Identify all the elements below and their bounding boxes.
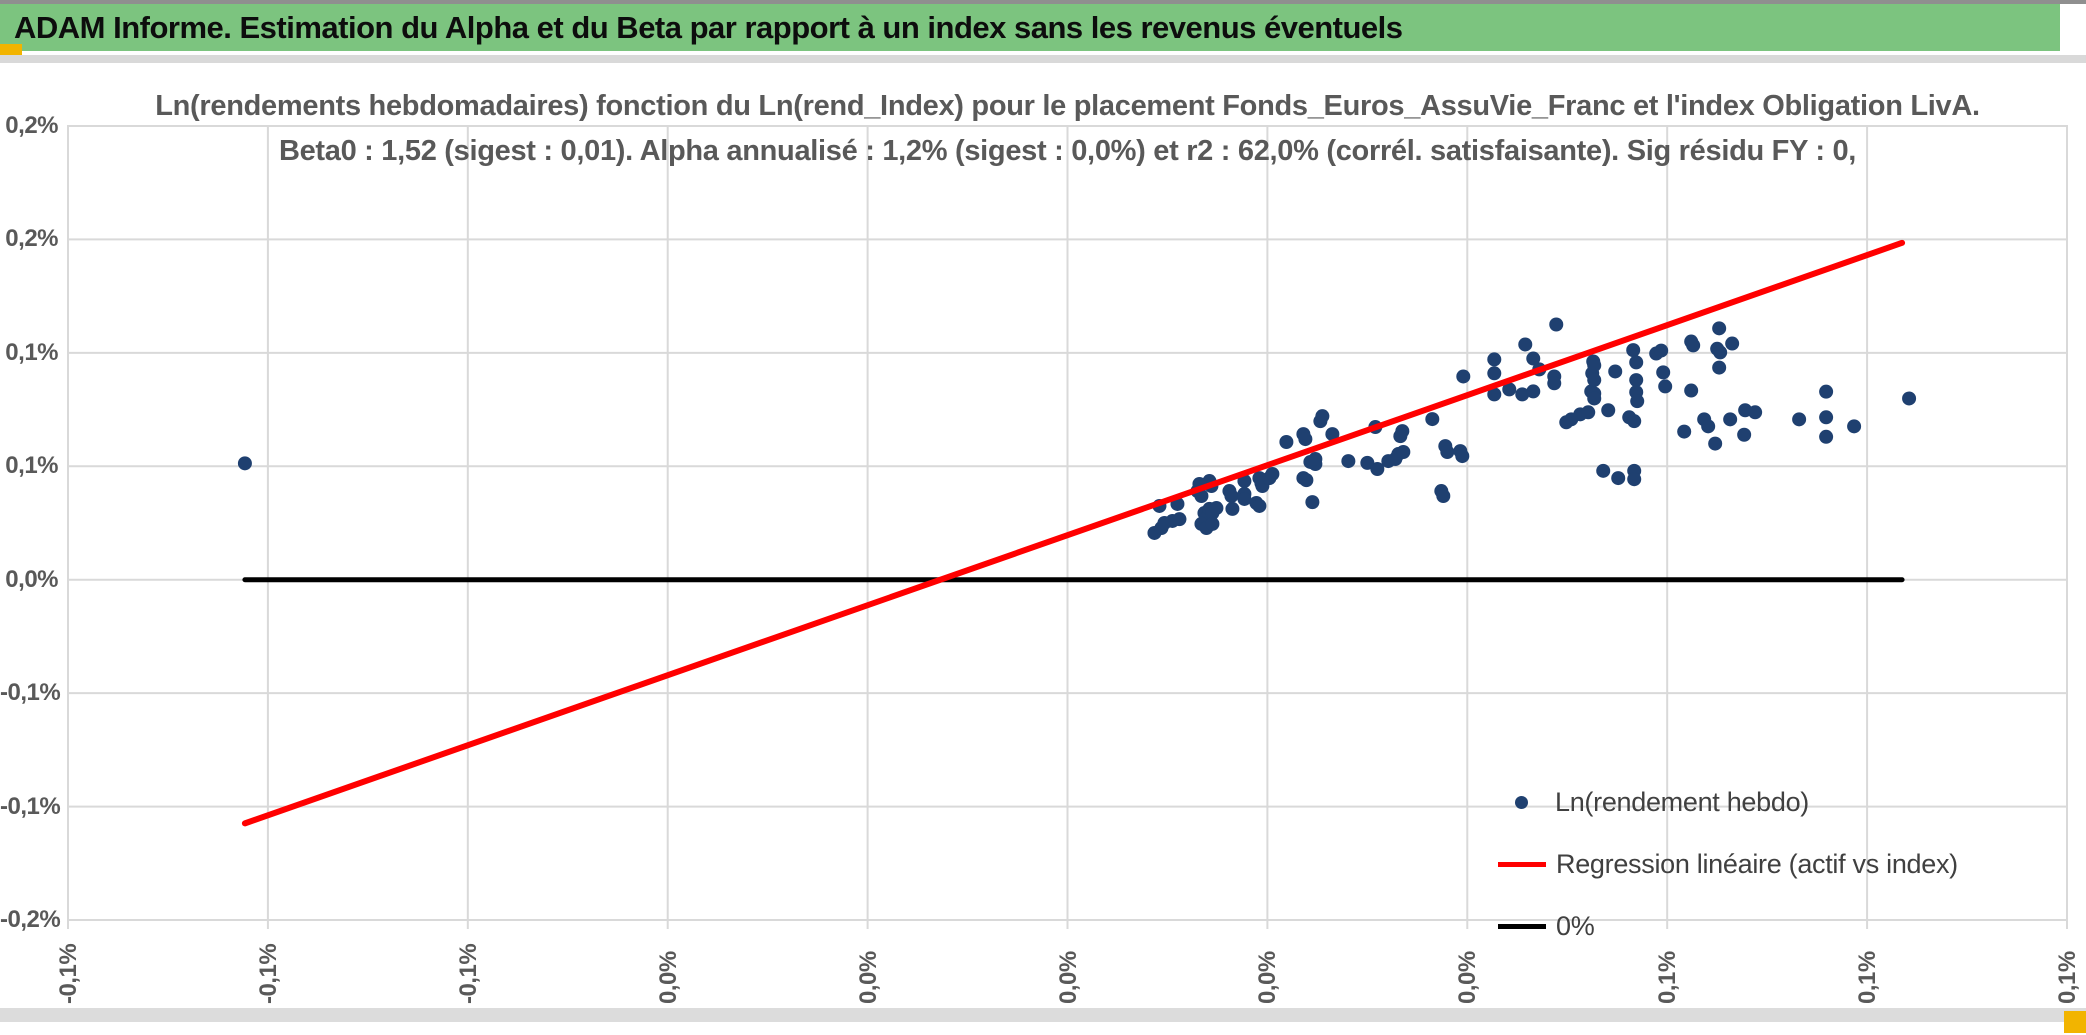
legend-label: 0% bbox=[1556, 911, 1595, 941]
y-tick-label: -0,1% bbox=[0, 679, 61, 707]
x-tick-label: 0,1% bbox=[2054, 951, 2081, 1004]
bottom-edge-stripe bbox=[0, 1008, 2086, 1022]
chart-canvas[interactable] bbox=[0, 63, 2086, 1008]
y-tick-label: -0,2% bbox=[0, 906, 61, 933]
x-tick-label: 0,1% bbox=[1654, 951, 1682, 1004]
window-edge-stripe bbox=[0, 55, 2086, 63]
zero-line-icon bbox=[1498, 924, 1546, 929]
header-bar: ADAM Informe. Estimation du Alpha et du … bbox=[0, 4, 2060, 51]
y-tick-label: 0,2% bbox=[5, 225, 58, 253]
legend-label: Ln(rendement hebdo) bbox=[1555, 787, 1809, 817]
x-tick-label: -0,1% bbox=[254, 943, 282, 1004]
page-title: ADAM Informe. Estimation du Alpha et du … bbox=[14, 9, 1403, 45]
y-tick-label: 0,2% bbox=[5, 112, 58, 139]
x-tick-label: 0,0% bbox=[1054, 951, 1082, 1004]
chart-title-line2: Beta0 : 1,52 (sigest : 0,01). Alpha annu… bbox=[278, 135, 1857, 167]
x-tick-label: 0,0% bbox=[1254, 951, 1282, 1004]
regression-line-icon bbox=[1498, 862, 1546, 867]
legend-item-zero[interactable]: 0% bbox=[1498, 911, 1595, 942]
chart-title-line1: Ln(rendements hebdomadaires) fonction du… bbox=[155, 90, 1980, 122]
x-tick-label: 0,0% bbox=[1454, 951, 1482, 1004]
legend-label: Regression linéaire (actif vs index) bbox=[1556, 849, 1958, 879]
x-tick-label: 0,1% bbox=[1854, 951, 1882, 1004]
window-top-border bbox=[0, 0, 2086, 4]
legend-item-scatter[interactable]: Ln(rendement hebdo) bbox=[1498, 787, 1809, 818]
accent-square-bottom-right bbox=[2064, 1011, 2086, 1033]
y-tick-label: 0,1% bbox=[5, 338, 58, 366]
y-tick-label: -0,1% bbox=[0, 792, 61, 820]
y-tick-label: 0,0% bbox=[5, 565, 58, 593]
legend-item-regression[interactable]: Regression linéaire (actif vs index) bbox=[1498, 849, 1958, 880]
x-tick-label: 0,0% bbox=[854, 951, 882, 1004]
x-tick-label: -0,1% bbox=[454, 943, 482, 1004]
y-tick-label: 0,1% bbox=[5, 452, 58, 480]
x-tick-label: -0,1% bbox=[55, 943, 82, 1004]
x-tick-label: 0,0% bbox=[654, 951, 682, 1004]
scatter-marker-icon bbox=[1515, 796, 1528, 809]
